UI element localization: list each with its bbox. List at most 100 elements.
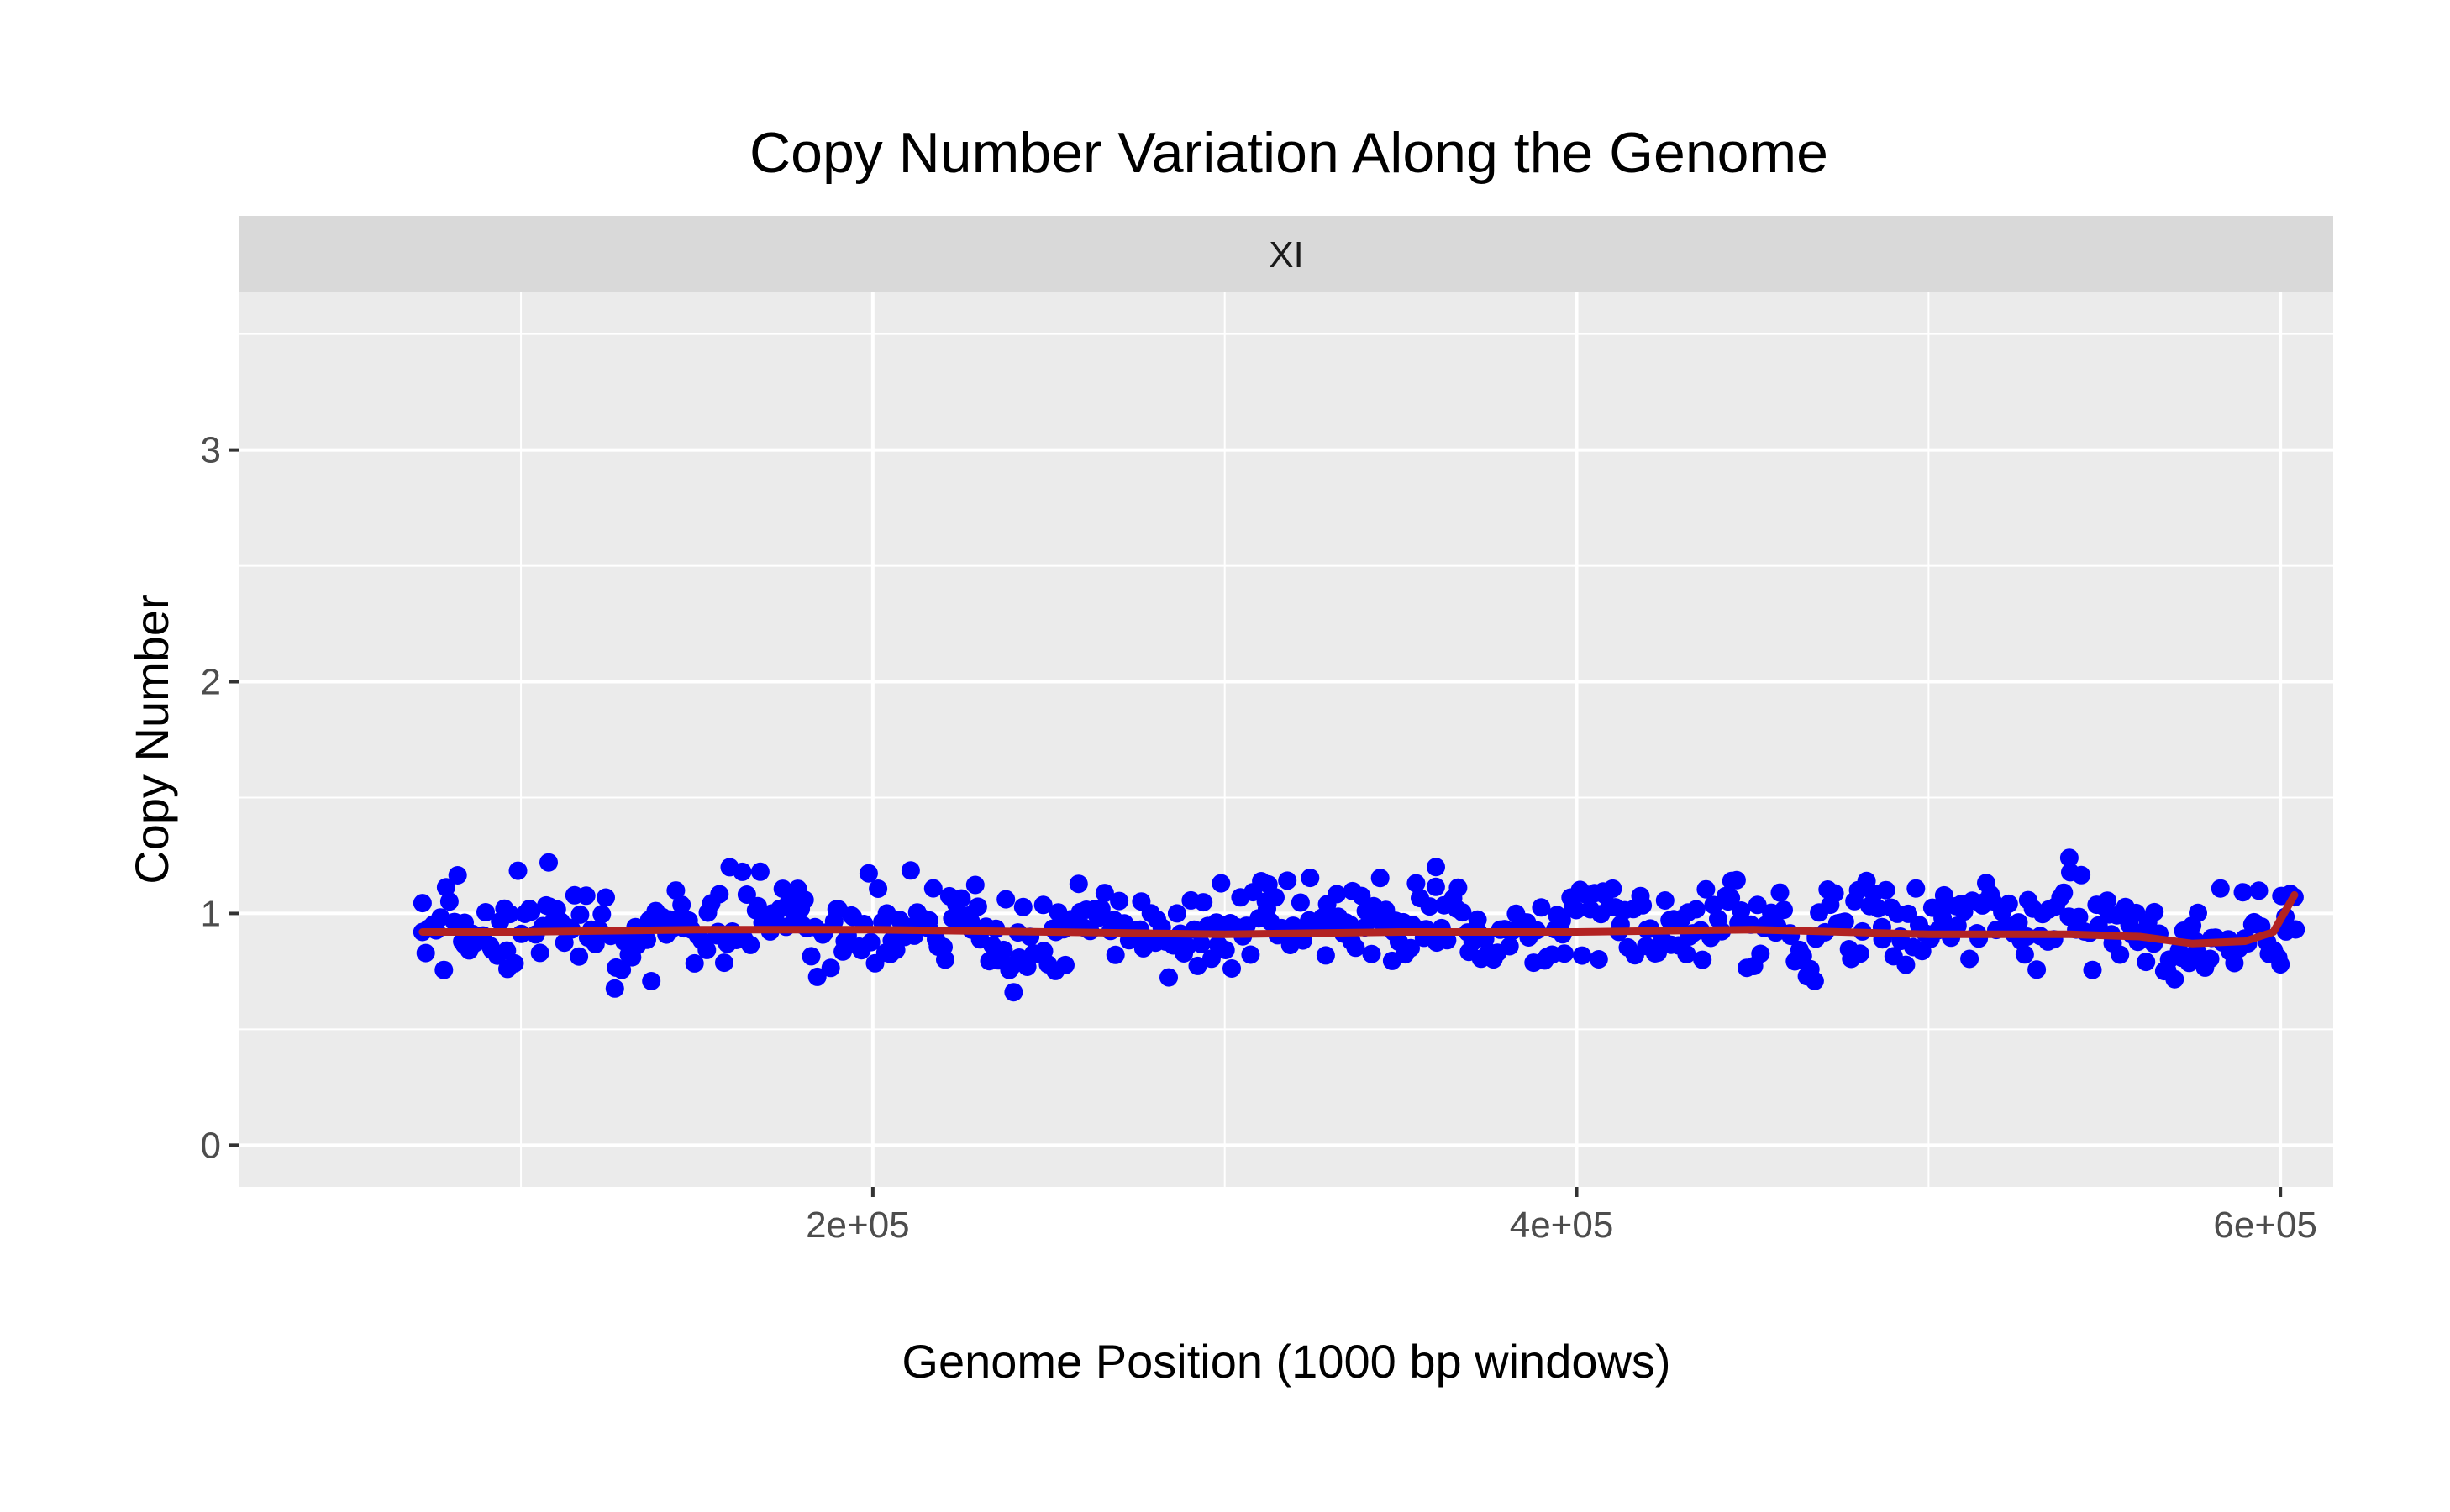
data-point <box>439 892 459 911</box>
data-point <box>1212 874 1231 893</box>
y-axis-title: Copy Number <box>125 594 178 884</box>
data-point <box>1004 983 1023 1002</box>
data-point <box>994 940 1013 959</box>
data-point <box>807 967 827 986</box>
data-point <box>1328 885 1347 904</box>
x-tick-label: 2e+05 <box>806 1205 910 1246</box>
data-point <box>539 853 558 872</box>
data-point <box>2137 953 2156 972</box>
data-point <box>2111 945 2130 964</box>
data-point <box>919 911 938 930</box>
data-point <box>697 940 717 959</box>
data-point <box>416 943 435 963</box>
data-point <box>859 864 878 883</box>
data-point <box>1589 950 1608 969</box>
data-point <box>869 879 888 898</box>
data-point <box>1960 949 1979 969</box>
facet-strip-label: XI <box>1269 234 1304 276</box>
data-point <box>666 881 686 900</box>
data-point <box>1805 971 1824 990</box>
data-point <box>1095 884 1114 903</box>
data-point <box>1241 945 1260 964</box>
data-point <box>1216 941 1235 959</box>
data-point <box>1748 895 1767 915</box>
y-tick-label: 3 <box>201 430 221 471</box>
data-point <box>497 941 517 960</box>
data-point <box>733 862 752 881</box>
panel-background <box>239 292 2333 1187</box>
data-point <box>1677 945 1696 963</box>
data-point <box>476 903 495 921</box>
data-point <box>877 904 896 923</box>
data-point <box>1300 911 1319 930</box>
trend-line-path <box>418 890 2299 948</box>
data-point <box>672 895 691 915</box>
data-point <box>2165 969 2184 989</box>
data-point <box>570 905 590 924</box>
data-point <box>1088 908 1107 927</box>
data-point <box>835 932 854 951</box>
data-point <box>1278 871 1297 890</box>
data-point <box>1948 916 1967 935</box>
data-point <box>968 897 987 916</box>
data-point <box>1850 944 1869 963</box>
data-point <box>2083 960 2102 979</box>
data-point <box>861 932 881 952</box>
data-point <box>1825 884 1844 903</box>
data-point <box>1110 891 1129 911</box>
data-point <box>2069 907 2089 927</box>
data-point <box>1258 899 1276 918</box>
data-point <box>1370 869 1390 888</box>
data-point <box>2009 913 2028 932</box>
data-point <box>1933 908 1953 927</box>
data-point <box>1770 883 1790 902</box>
data-point <box>996 890 1016 909</box>
data-point <box>965 875 985 895</box>
data-point <box>2286 920 2305 939</box>
y-tick-label: 1 <box>201 893 221 934</box>
y-axis: 0 1 2 3 <box>201 430 239 1166</box>
data-point <box>2059 848 2079 868</box>
plot-panel <box>239 292 2333 1187</box>
data-point <box>1876 880 1895 900</box>
data-point <box>1427 858 1445 877</box>
data-point <box>1693 950 1712 969</box>
data-point <box>1448 878 1468 897</box>
data-point <box>795 890 814 910</box>
data-point <box>539 897 559 916</box>
facet-strip: XI <box>239 216 2333 292</box>
data-point <box>1406 874 1426 893</box>
data-point <box>1159 968 1178 987</box>
data-point <box>1655 891 1675 910</box>
data-point <box>1056 955 1075 974</box>
data-point <box>1596 885 1614 905</box>
minor-gridlines <box>239 292 2333 1187</box>
data-point <box>1167 904 1186 923</box>
data-point <box>2200 949 2220 969</box>
data-point <box>1426 877 1445 896</box>
data-point <box>2015 945 2034 964</box>
data-point <box>1013 897 1033 916</box>
data-point <box>1352 886 1371 906</box>
data-point <box>1069 874 1088 894</box>
data-point <box>1215 916 1234 935</box>
data-point <box>2249 881 2269 900</box>
data-point <box>936 950 954 969</box>
data-point <box>2271 955 2290 974</box>
data-point <box>1420 897 1439 916</box>
x-tick-label: 4e+05 <box>1510 1205 1614 1246</box>
data-points <box>413 848 2305 1002</box>
data-point <box>448 866 467 885</box>
data-point <box>530 943 549 963</box>
data-point <box>1869 899 1888 918</box>
data-point <box>1106 945 1125 964</box>
data-point <box>2054 883 2074 902</box>
data-point <box>2027 960 2047 979</box>
data-point <box>1201 949 1221 969</box>
data-point <box>455 913 474 932</box>
data-point <box>436 878 455 897</box>
trend-line <box>418 890 2299 948</box>
data-point <box>741 935 760 954</box>
data-point <box>1633 895 1653 915</box>
data-point <box>586 934 605 953</box>
